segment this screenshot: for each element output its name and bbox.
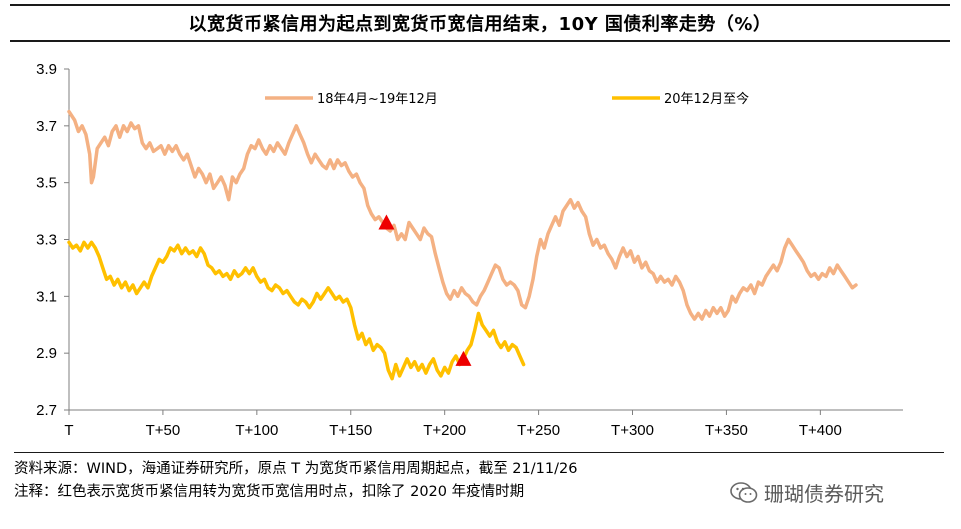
watermark-text: 珊瑚债券研究 [764, 482, 884, 506]
source-note: 资料来源：WIND，海通证券研究所，原点 T 为宽货币紧信用周期起点，截至 21… [14, 461, 578, 477]
transition-marker [378, 214, 395, 230]
x-tick-label: T [64, 422, 73, 439]
chart-title-box: 以宽货币紧信用为起点到宽货币宽信用结束，10Y 国债利率走势（%） [10, 4, 950, 42]
series-line-0 [67, 109, 858, 321]
x-tick-label: T+400 [799, 422, 842, 439]
chart-title: 以宽货币紧信用为起点到宽货币宽信用结束，10Y 国债利率走势（%） [188, 14, 772, 35]
legend-label-1: 20年12月至今 [664, 91, 749, 107]
wechat-icon [730, 481, 758, 503]
y-tick-label: 2.7 [36, 402, 57, 419]
x-tick-label: T+350 [705, 422, 748, 439]
series-line-1 [67, 240, 526, 381]
legend-label-0: 18年4月~19年12月 [317, 92, 438, 107]
x-tick-label: T+250 [517, 422, 560, 439]
footer-rule [14, 452, 944, 453]
remark-note: 注释：红色表示宽货币紧信用转为宽货币宽信用时点，扣除了 2020 年疫情时期 [14, 484, 525, 500]
y-tick-label: 3.1 [36, 288, 57, 305]
transition-marker [455, 350, 472, 366]
x-tick-label: T+150 [329, 422, 372, 439]
x-tick-label: T+50 [146, 422, 181, 439]
y-tick-label: 3.3 [36, 232, 57, 249]
y-tick-label: 3.7 [36, 118, 57, 135]
y-tick-label: 3.5 [36, 175, 57, 192]
watermark: 珊瑚债券研究 [730, 478, 884, 507]
y-tick-label: 2.9 [36, 345, 57, 362]
x-tick-label: T+100 [235, 422, 278, 439]
x-tick-label: T+200 [423, 422, 466, 439]
x-tick-label: T+300 [611, 422, 654, 439]
y-tick-label: 3.9 [36, 61, 57, 78]
